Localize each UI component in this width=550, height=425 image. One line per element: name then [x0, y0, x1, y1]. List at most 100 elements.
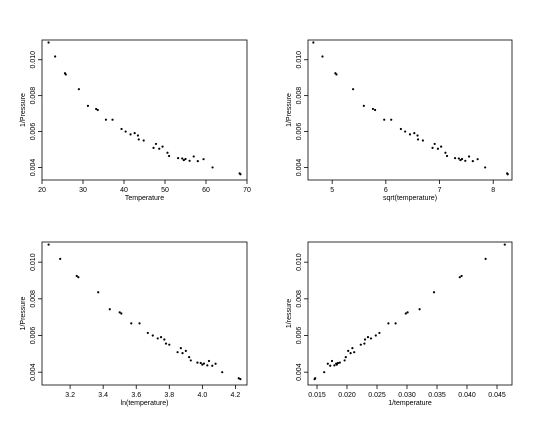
data-point — [192, 155, 195, 158]
data-point — [374, 108, 377, 112]
data-point — [476, 158, 479, 161]
data-point — [369, 337, 373, 340]
data-point — [184, 349, 187, 352]
x-tick-label: 4.2 — [231, 392, 241, 399]
data-point — [436, 147, 440, 150]
data-point — [453, 157, 457, 160]
y-axis-label: 1/ressure — [286, 299, 293, 328]
data-point — [108, 308, 111, 311]
data-point — [47, 243, 50, 246]
data-point — [136, 134, 140, 137]
x-tick-label: 3.4 — [98, 392, 108, 399]
data-point — [359, 343, 362, 346]
data-point — [75, 274, 78, 278]
data-point — [142, 139, 145, 142]
data-point — [416, 138, 420, 141]
x-tick-label: 0.035 — [428, 392, 446, 399]
data-point — [95, 107, 98, 111]
y-tick-label: 0.010 — [296, 253, 303, 271]
data-point — [394, 322, 397, 325]
x-tick-label: 20 — [38, 187, 46, 194]
data-point — [326, 362, 329, 365]
y-tick-label: 0.004 — [30, 363, 37, 381]
data-point — [464, 159, 467, 162]
data-point — [104, 118, 108, 121]
data-point — [484, 166, 487, 169]
data-point — [351, 88, 355, 91]
scatter-temperature: 20 30 40 50 60 70 0.004 0.006 0.008 0.010 Temperat… — [20, 39, 251, 202]
data-point — [440, 145, 443, 148]
y-tick-label: 0.004 — [296, 159, 303, 177]
data-point — [344, 356, 347, 359]
data-point — [196, 361, 199, 364]
data-point — [206, 364, 209, 367]
data-point — [416, 134, 419, 137]
data-point — [335, 362, 338, 365]
data-point — [138, 322, 141, 325]
data-point — [196, 160, 199, 163]
data-point — [120, 312, 123, 315]
data-point — [503, 243, 506, 246]
x-tick-label: 0.015 — [308, 392, 326, 399]
x-tick-label: 0.030 — [398, 392, 416, 399]
data-point — [390, 118, 393, 121]
data-point — [506, 173, 509, 176]
x-tick-label: 5 — [330, 187, 334, 194]
data-point — [418, 308, 421, 311]
data-point — [378, 331, 381, 335]
data-point — [159, 336, 163, 339]
scatter-inverse-temperature: 0.015 0.020 0.025 0.030 0.035 0.040 0.045 0.004… — [286, 241, 513, 407]
y-axis-label: 1/Pressure — [286, 93, 293, 127]
x-axis-label: ln(temperature) — [121, 400, 169, 407]
plot-frame — [307, 241, 513, 386]
plot-frame — [307, 39, 513, 181]
data-point — [445, 154, 449, 158]
data-point — [237, 377, 240, 380]
x-tick-label: 0.025 — [368, 392, 386, 399]
data-point — [86, 104, 90, 107]
data-point — [433, 142, 436, 146]
data-point — [156, 337, 159, 340]
x-tick-label: 3.2 — [65, 392, 75, 399]
data-point — [211, 364, 214, 367]
data-point — [431, 146, 434, 149]
y-tick-label: 0.006 — [296, 123, 303, 141]
data-point — [383, 118, 386, 121]
data-point — [181, 157, 184, 160]
y-tick-label: 0.010 — [30, 253, 37, 271]
x-axis-label: sqrt(temperature) — [383, 195, 437, 202]
data-point — [338, 361, 341, 364]
data-point — [362, 104, 365, 107]
data-point — [179, 347, 182, 350]
data-point — [137, 138, 140, 141]
y-axis-label: 1/Pressure — [20, 296, 27, 330]
data-point — [221, 371, 224, 374]
x-tick-label: 3.8 — [164, 392, 174, 399]
data-point — [130, 322, 133, 325]
data-point — [199, 361, 202, 365]
data-point — [129, 133, 132, 136]
x-tick-label: 7 — [438, 187, 442, 194]
plot-frame — [41, 39, 248, 181]
data-point — [459, 158, 462, 162]
data-point — [484, 257, 487, 260]
data-point — [182, 158, 185, 162]
data-point — [321, 55, 324, 58]
x-tick-label: 40 — [120, 187, 128, 194]
y-tick-label: 0.008 — [30, 290, 37, 308]
x-axis-label: Temperature — [125, 195, 164, 202]
data-point — [158, 147, 161, 150]
data-point — [77, 88, 80, 91]
data-point — [133, 132, 136, 135]
data-point — [467, 155, 471, 158]
data-point — [161, 145, 164, 148]
y-axis-label: 1/Pressure — [20, 93, 27, 127]
data-point — [406, 311, 409, 314]
data-point — [54, 55, 57, 58]
data-point — [371, 107, 375, 111]
data-point — [164, 342, 168, 345]
data-point — [404, 312, 407, 315]
data-point — [313, 378, 316, 381]
data-point — [366, 336, 370, 339]
